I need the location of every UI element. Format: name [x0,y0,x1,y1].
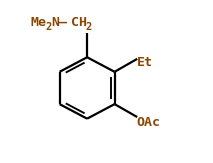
Text: 2: 2 [45,22,52,32]
Text: —: — [59,16,67,29]
Text: 2: 2 [85,22,91,32]
Text: CH: CH [71,16,87,29]
Text: Me: Me [30,16,47,29]
Text: Et: Et [136,56,152,69]
Text: N: N [51,16,59,29]
Text: OAc: OAc [136,116,160,129]
